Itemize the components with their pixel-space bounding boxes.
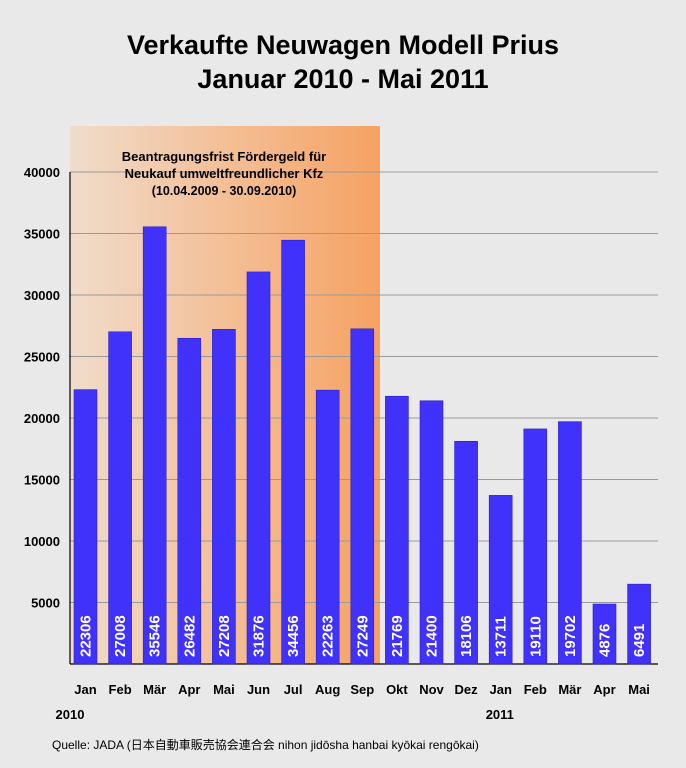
x-tick-label: Dez xyxy=(455,682,479,697)
bar xyxy=(315,389,340,665)
bar-value-label: 34456 xyxy=(285,615,302,657)
bar-value-label: 21769 xyxy=(389,615,406,657)
x-tick-label: Mär xyxy=(143,682,166,697)
x-tick-label: Nov xyxy=(419,682,444,697)
y-tick-label: 10000 xyxy=(24,534,60,549)
bar xyxy=(246,271,271,665)
bar-value-label: 27008 xyxy=(112,615,129,657)
bar-value-label: 21400 xyxy=(424,615,441,657)
bar xyxy=(212,329,236,665)
bar xyxy=(281,239,305,665)
bar xyxy=(108,331,132,665)
x-tick-label: Jul xyxy=(284,682,303,697)
x-tick-label: Aug xyxy=(315,682,340,697)
highlight-label-line: (10.04.2009 - 30.09.2010) xyxy=(152,184,297,198)
bar-value-label: 19702 xyxy=(562,615,579,657)
y-tick-label: 5000 xyxy=(31,596,60,611)
x-tick-label: Mai xyxy=(628,682,650,697)
bar xyxy=(73,389,98,665)
bar-value-label: 27208 xyxy=(216,615,233,657)
bar-value-label: 13711 xyxy=(493,616,510,657)
x-tick-label: Mai xyxy=(213,682,235,697)
y-tick-label: 25000 xyxy=(24,350,60,365)
bar xyxy=(592,603,617,665)
bar-value-label: 22306 xyxy=(78,615,95,657)
year-label: 2010 xyxy=(56,707,85,722)
x-tick-label: Apr xyxy=(593,682,615,697)
year-label: 2011 xyxy=(486,707,514,722)
bar xyxy=(385,395,409,665)
x-tick-label: Okt xyxy=(386,682,408,697)
y-tick-label: 40000 xyxy=(24,165,60,180)
bar-value-label: 26482 xyxy=(181,615,198,657)
x-tick-label: Mär xyxy=(558,682,581,697)
bar-value-label: 18106 xyxy=(458,615,475,657)
bar xyxy=(523,428,548,665)
highlight-label-line: Beantragungsfrist Fördergeld für xyxy=(122,149,326,164)
chart-title-line-2: Januar 2010 - Mai 2011 xyxy=(197,64,489,94)
y-tick-label: 30000 xyxy=(24,288,60,303)
bar xyxy=(488,495,513,665)
bar xyxy=(350,328,375,665)
highlight-label-line: Neukauf umweltfreundlicher Kfz xyxy=(125,166,324,181)
bar-value-label: 35546 xyxy=(147,615,164,657)
bar-value-label: 6491 xyxy=(631,624,648,657)
x-tick-label: Apr xyxy=(178,682,200,697)
bar-value-label: 27249 xyxy=(354,615,371,657)
x-tick-label: Jan xyxy=(489,682,511,697)
bar xyxy=(177,337,202,665)
bar-value-label: 19110 xyxy=(527,616,544,657)
x-tick-label: Sep xyxy=(350,682,374,697)
y-tick-label: 15000 xyxy=(24,473,60,488)
bar xyxy=(627,583,651,665)
x-tick-label: Jun xyxy=(247,682,270,697)
y-tick-label: 20000 xyxy=(24,411,60,426)
bar xyxy=(558,421,582,665)
bar-value-label: 31876 xyxy=(251,615,268,657)
bar xyxy=(419,400,444,665)
x-tick-label: Feb xyxy=(109,682,132,697)
chart-title-line-1: Verkaufte Neuwagen Modell Prius xyxy=(126,30,560,60)
bar xyxy=(142,226,167,665)
bar-value-label: 4876 xyxy=(597,624,614,657)
x-tick-label: Jan xyxy=(74,682,96,697)
bar xyxy=(454,440,478,665)
chart-title: Verkaufte Neuwagen Modell Prius Januar 2… xyxy=(0,28,686,96)
x-tick-label: Feb xyxy=(524,682,547,697)
source-note: Quelle: JADA (日本自動車販売協会連合会 nihon jidōsha… xyxy=(52,738,479,752)
y-tick-label: 35000 xyxy=(24,227,60,242)
bar-value-label: 22263 xyxy=(320,615,337,657)
